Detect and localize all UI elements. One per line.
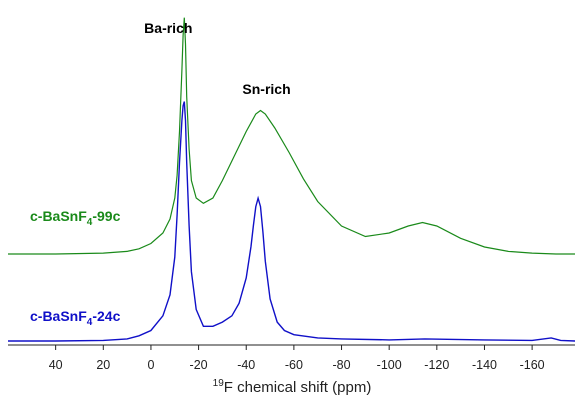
plot-area bbox=[8, 17, 575, 342]
x-tick-label: -140 bbox=[472, 358, 497, 372]
series-label-24c: c-BaSnF4-24c bbox=[30, 308, 121, 328]
x-tick-label: -100 bbox=[377, 358, 402, 372]
x-axis-label: 19F chemical shift (ppm) bbox=[213, 378, 372, 396]
x-tick-label: -120 bbox=[424, 358, 449, 372]
x-tick-label: -40 bbox=[237, 358, 255, 372]
series-label-99c: c-BaSnF4-99c bbox=[30, 208, 121, 228]
x-tick-label: 40 bbox=[49, 358, 63, 372]
x-tick-label: -80 bbox=[332, 358, 350, 372]
series-line-99c bbox=[8, 17, 575, 255]
x-axis-ticks: 40 20 0 -20 -40 -60 -80 -100 -120 -140 -160 bbox=[49, 345, 545, 372]
x-tick-label: -20 bbox=[190, 358, 208, 372]
series-line-24c bbox=[8, 101, 575, 342]
x-tick-label: 0 bbox=[147, 358, 154, 372]
annotation-sn-rich: Sn-rich bbox=[242, 81, 290, 97]
annotation-ba-rich: Ba-rich bbox=[144, 20, 192, 36]
x-tick-label: -160 bbox=[520, 358, 545, 372]
x-tick-label: 20 bbox=[96, 358, 110, 372]
x-tick-label: -60 bbox=[285, 358, 303, 372]
